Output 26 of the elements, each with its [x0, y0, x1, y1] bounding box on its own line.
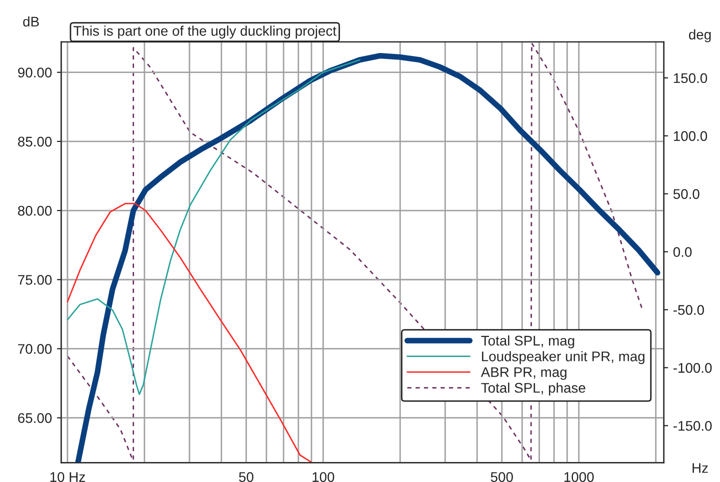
y2-tick-label: -100.0: [673, 363, 712, 373]
y-tick-label: 75.00: [18, 274, 52, 285]
x-tick-label: 500: [490, 472, 513, 482]
y-tick-label: 85.00: [18, 136, 52, 147]
x-tick-label: 10 Hz: [50, 472, 85, 482]
y2-tick-label: -50.0: [673, 305, 704, 315]
text: This is part one of the ugly duckling project: [74, 26, 336, 39]
y2-tick-label: -150.0: [673, 420, 712, 431]
legend-label: ABR PR, mag: [480, 367, 566, 380]
x-tick-label: 100: [312, 472, 334, 482]
x-tick-label: 50: [239, 472, 254, 482]
x-axis-title: Hz: [692, 463, 708, 473]
y2-tick-label: 100.0: [674, 131, 708, 141]
y2-axis-title: deg: [688, 29, 711, 42]
y2-tick-label: 150.0: [674, 73, 708, 84]
y-axis-title: dB: [23, 16, 39, 27]
legend-label: Total SPL, mag: [481, 335, 574, 348]
y-tick-label: 70.00: [18, 344, 52, 354]
y-tick-label: 80.00: [18, 206, 52, 216]
y-tick-label: 90.00: [18, 68, 52, 78]
y2-tick-label: 0.0: [673, 247, 692, 257]
x-tick-label: 1000: [564, 472, 594, 482]
y-tick-label: 65.00: [18, 413, 52, 423]
legend-label: Total SPL, phase: [481, 382, 586, 396]
legend-label: Loudspeaker unit PR, mag: [482, 351, 644, 364]
y2-tick-label: 50.0: [673, 189, 700, 199]
